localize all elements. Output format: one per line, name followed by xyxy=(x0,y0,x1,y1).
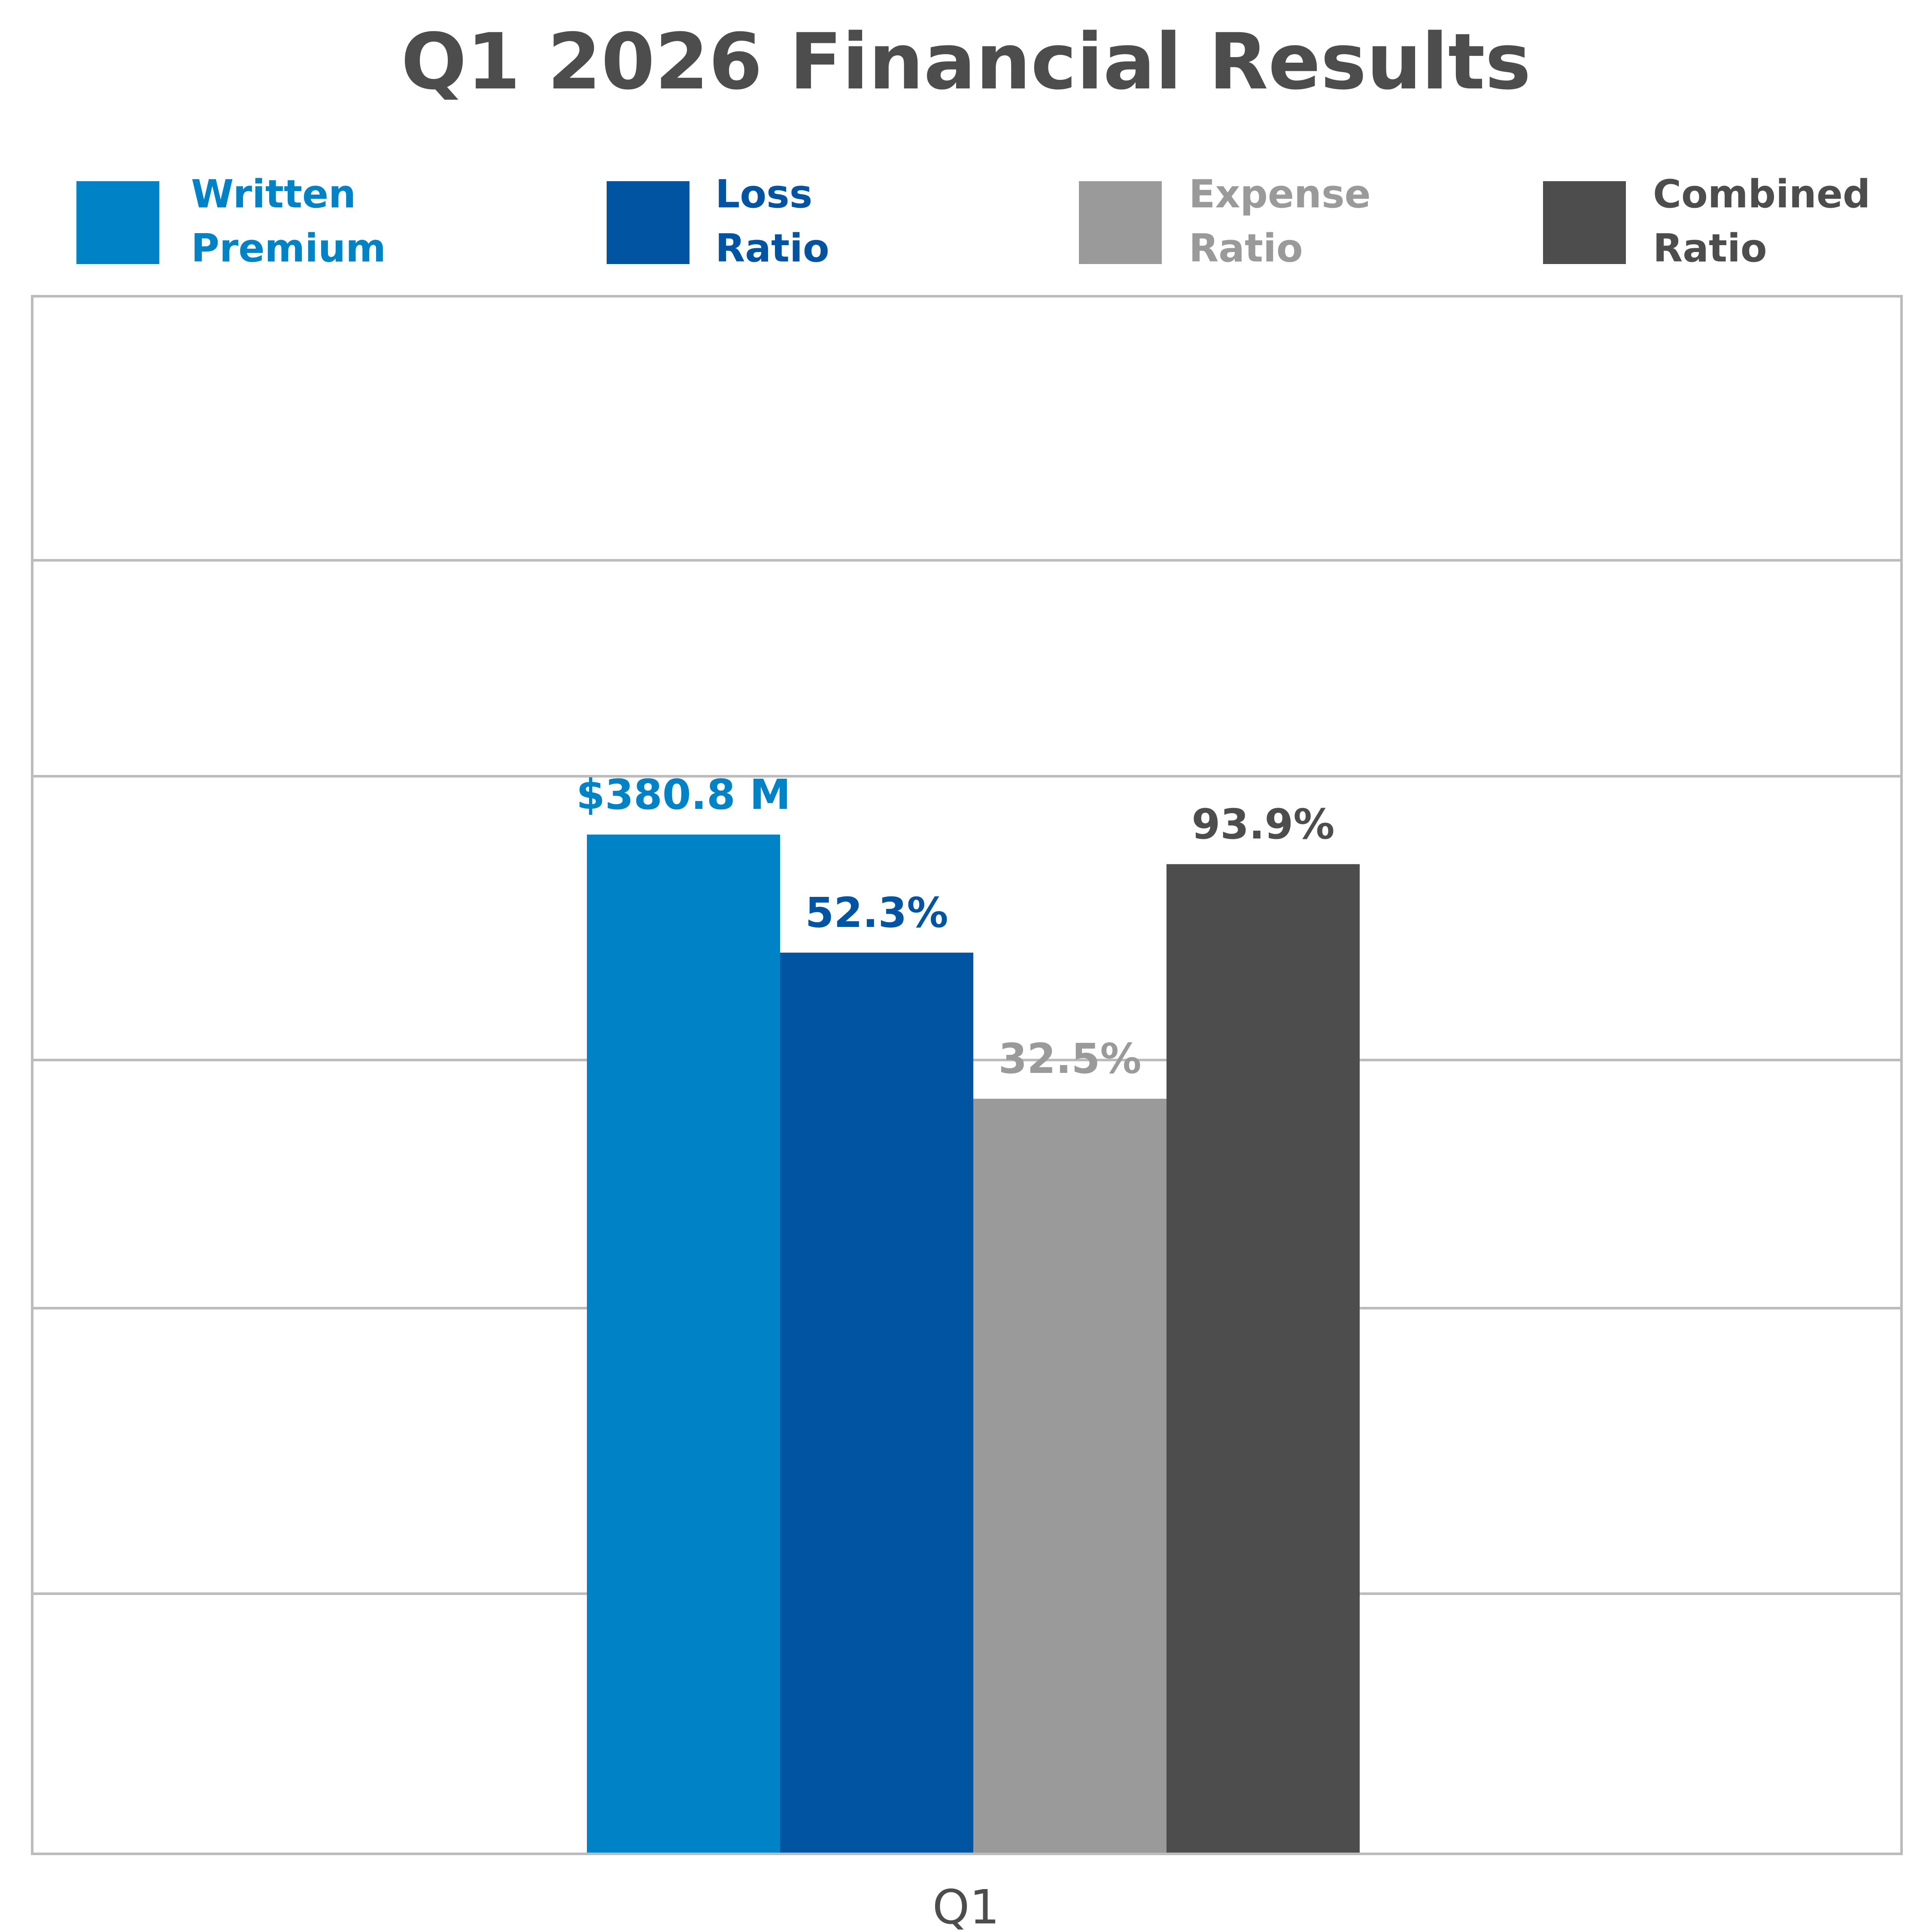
bar-expense-ratio xyxy=(973,1099,1166,1854)
legend-label-line: Ratio xyxy=(1653,226,1767,271)
legend-label-line: Expense xyxy=(1189,172,1371,217)
data-label-combined-ratio: 93.9% xyxy=(1191,800,1334,848)
legend-swatch-written-premium xyxy=(76,181,159,264)
legend: Written Premium Loss Ratio Expense Ratio… xyxy=(0,0,1932,301)
legend-label-line: Ratio xyxy=(715,226,829,271)
data-label-expense-ratio: 32.5% xyxy=(998,1035,1141,1083)
legend-label-loss-ratio: Loss Ratio xyxy=(715,167,829,276)
legend-label-line: Premium xyxy=(191,226,386,271)
bar-combined-ratio xyxy=(1166,864,1360,1854)
legend-swatch-combined-ratio xyxy=(1543,181,1626,264)
data-label-written-premium: $380.8 M xyxy=(576,771,790,819)
legend-label-line: Combined xyxy=(1653,172,1871,217)
legend-label-expense-ratio: Expense Ratio xyxy=(1189,167,1371,276)
x-tick-label: Q1 xyxy=(933,1880,1000,1932)
legend-label-line: Written xyxy=(191,172,356,217)
bars xyxy=(587,834,1360,1854)
legend-label-line: Ratio xyxy=(1189,226,1303,271)
plot-frame xyxy=(31,295,1903,1855)
legend-label-written-premium: Written Premium xyxy=(191,167,386,276)
chart-title: Q1 2026 Financial Results xyxy=(401,17,1531,107)
legend-label-combined-ratio: Combined Ratio xyxy=(1653,167,1870,276)
bar-written-premium xyxy=(587,834,780,1854)
bar-loss-ratio xyxy=(780,952,973,1854)
legend-label-line: Loss xyxy=(715,172,813,217)
data-label-loss-ratio: 52.3% xyxy=(805,889,948,937)
bar-labels: $380.8 M 52.3% 32.5% 93.9% xyxy=(576,771,1334,1083)
legend-swatch-expense-ratio xyxy=(1079,181,1162,264)
legend-swatch-loss-ratio xyxy=(607,181,690,264)
